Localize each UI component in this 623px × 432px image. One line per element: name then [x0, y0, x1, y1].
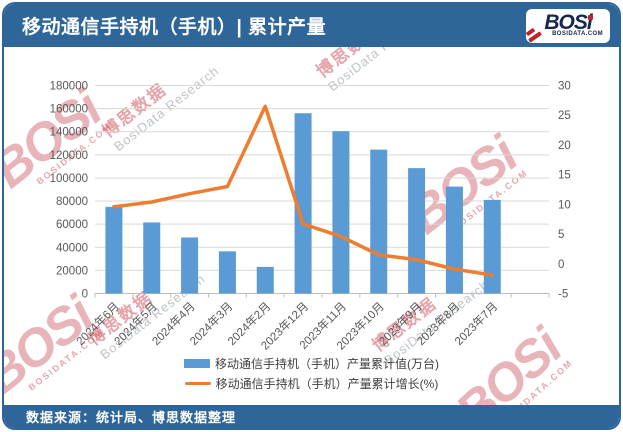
data-source: 数据来源：统计局、博思数据整理 — [26, 410, 237, 425]
axis-label: 160000 — [50, 104, 88, 116]
legend-label: 移动通信手持机（手机）产量累计增长(%) — [215, 377, 439, 391]
axis-label: 25 — [558, 110, 571, 122]
footer-bar: 数据来源：统计局、博思数据整理 — [4, 405, 619, 428]
bar — [105, 206, 123, 294]
logo-text: BOSi — [544, 11, 593, 34]
axis-label: 0 — [82, 289, 88, 301]
axis-label: 80000 — [56, 196, 88, 208]
chart-legend: 移动通信手持机（手机）产量累计值(万台) 移动通信手持机（手机）产量累计增长(%… — [4, 355, 619, 392]
logo-dot-icon — [587, 15, 593, 20]
axis-label: 15 — [558, 170, 571, 182]
y-axis-left-labels: 0 20000 40000 60000 80000 100000 120000 140000 1… — [50, 81, 88, 301]
legend-item-line: 移动通信手持机（手机）产量累计增长(%) — [184, 375, 439, 392]
bar — [408, 168, 426, 294]
bar — [256, 266, 274, 294]
bar — [218, 251, 236, 294]
combo-chart: 0 20000 40000 60000 80000 100000 120000 140000 1… — [50, 81, 571, 353]
bar-swatch-icon — [184, 359, 210, 368]
x-axis-line — [94, 293, 550, 298]
axis-label: 5 — [558, 229, 564, 241]
bar — [370, 149, 388, 294]
axis-label: 10 — [558, 199, 571, 211]
axis-label: 180000 — [50, 81, 88, 93]
bar — [483, 199, 501, 294]
bosi-logo: BOSi BOSIDATA.COM — [525, 8, 610, 43]
axis-label: 0 — [558, 259, 564, 271]
x-axis-labels: 2024年6月2024年5月2024年4月2024年3月2024年2月2023年… — [73, 299, 500, 352]
line-swatch-icon — [184, 382, 211, 385]
axis-label: 60000 — [56, 219, 88, 231]
logo-subtext: BOSIDATA.COM — [552, 31, 603, 37]
axis-label: 20 — [558, 140, 571, 152]
gridlines — [95, 85, 549, 271]
bar — [181, 237, 199, 294]
axis-label: 100000 — [50, 173, 88, 185]
axis-label: -5 — [558, 289, 568, 301]
header-bar: 移动通信手持机（手机）| 累计产量 BOSi BOSIDATA.COM — [4, 4, 619, 47]
legend-item-bar: 移动通信手持机（手机）产量累计值(万台) — [184, 355, 439, 372]
axis-label: 140000 — [50, 127, 88, 139]
bar — [143, 222, 161, 294]
bar — [294, 113, 312, 294]
axis-label: 40000 — [56, 242, 88, 254]
axis-label: 120000 — [50, 150, 88, 162]
page-title: 移动通信手持机（手机）| 累计产量 — [22, 17, 327, 38]
legend-label: 移动通信手持机（手机）产量累计值(万台) — [215, 357, 439, 371]
line-series — [112, 104, 494, 277]
y-axis-right-labels: -5 0 5 10 15 20 25 30 — [558, 81, 571, 301]
axis-label: 20000 — [56, 265, 88, 277]
bar — [332, 131, 350, 294]
bar — [445, 186, 463, 294]
axis-label: 30 — [558, 81, 571, 93]
